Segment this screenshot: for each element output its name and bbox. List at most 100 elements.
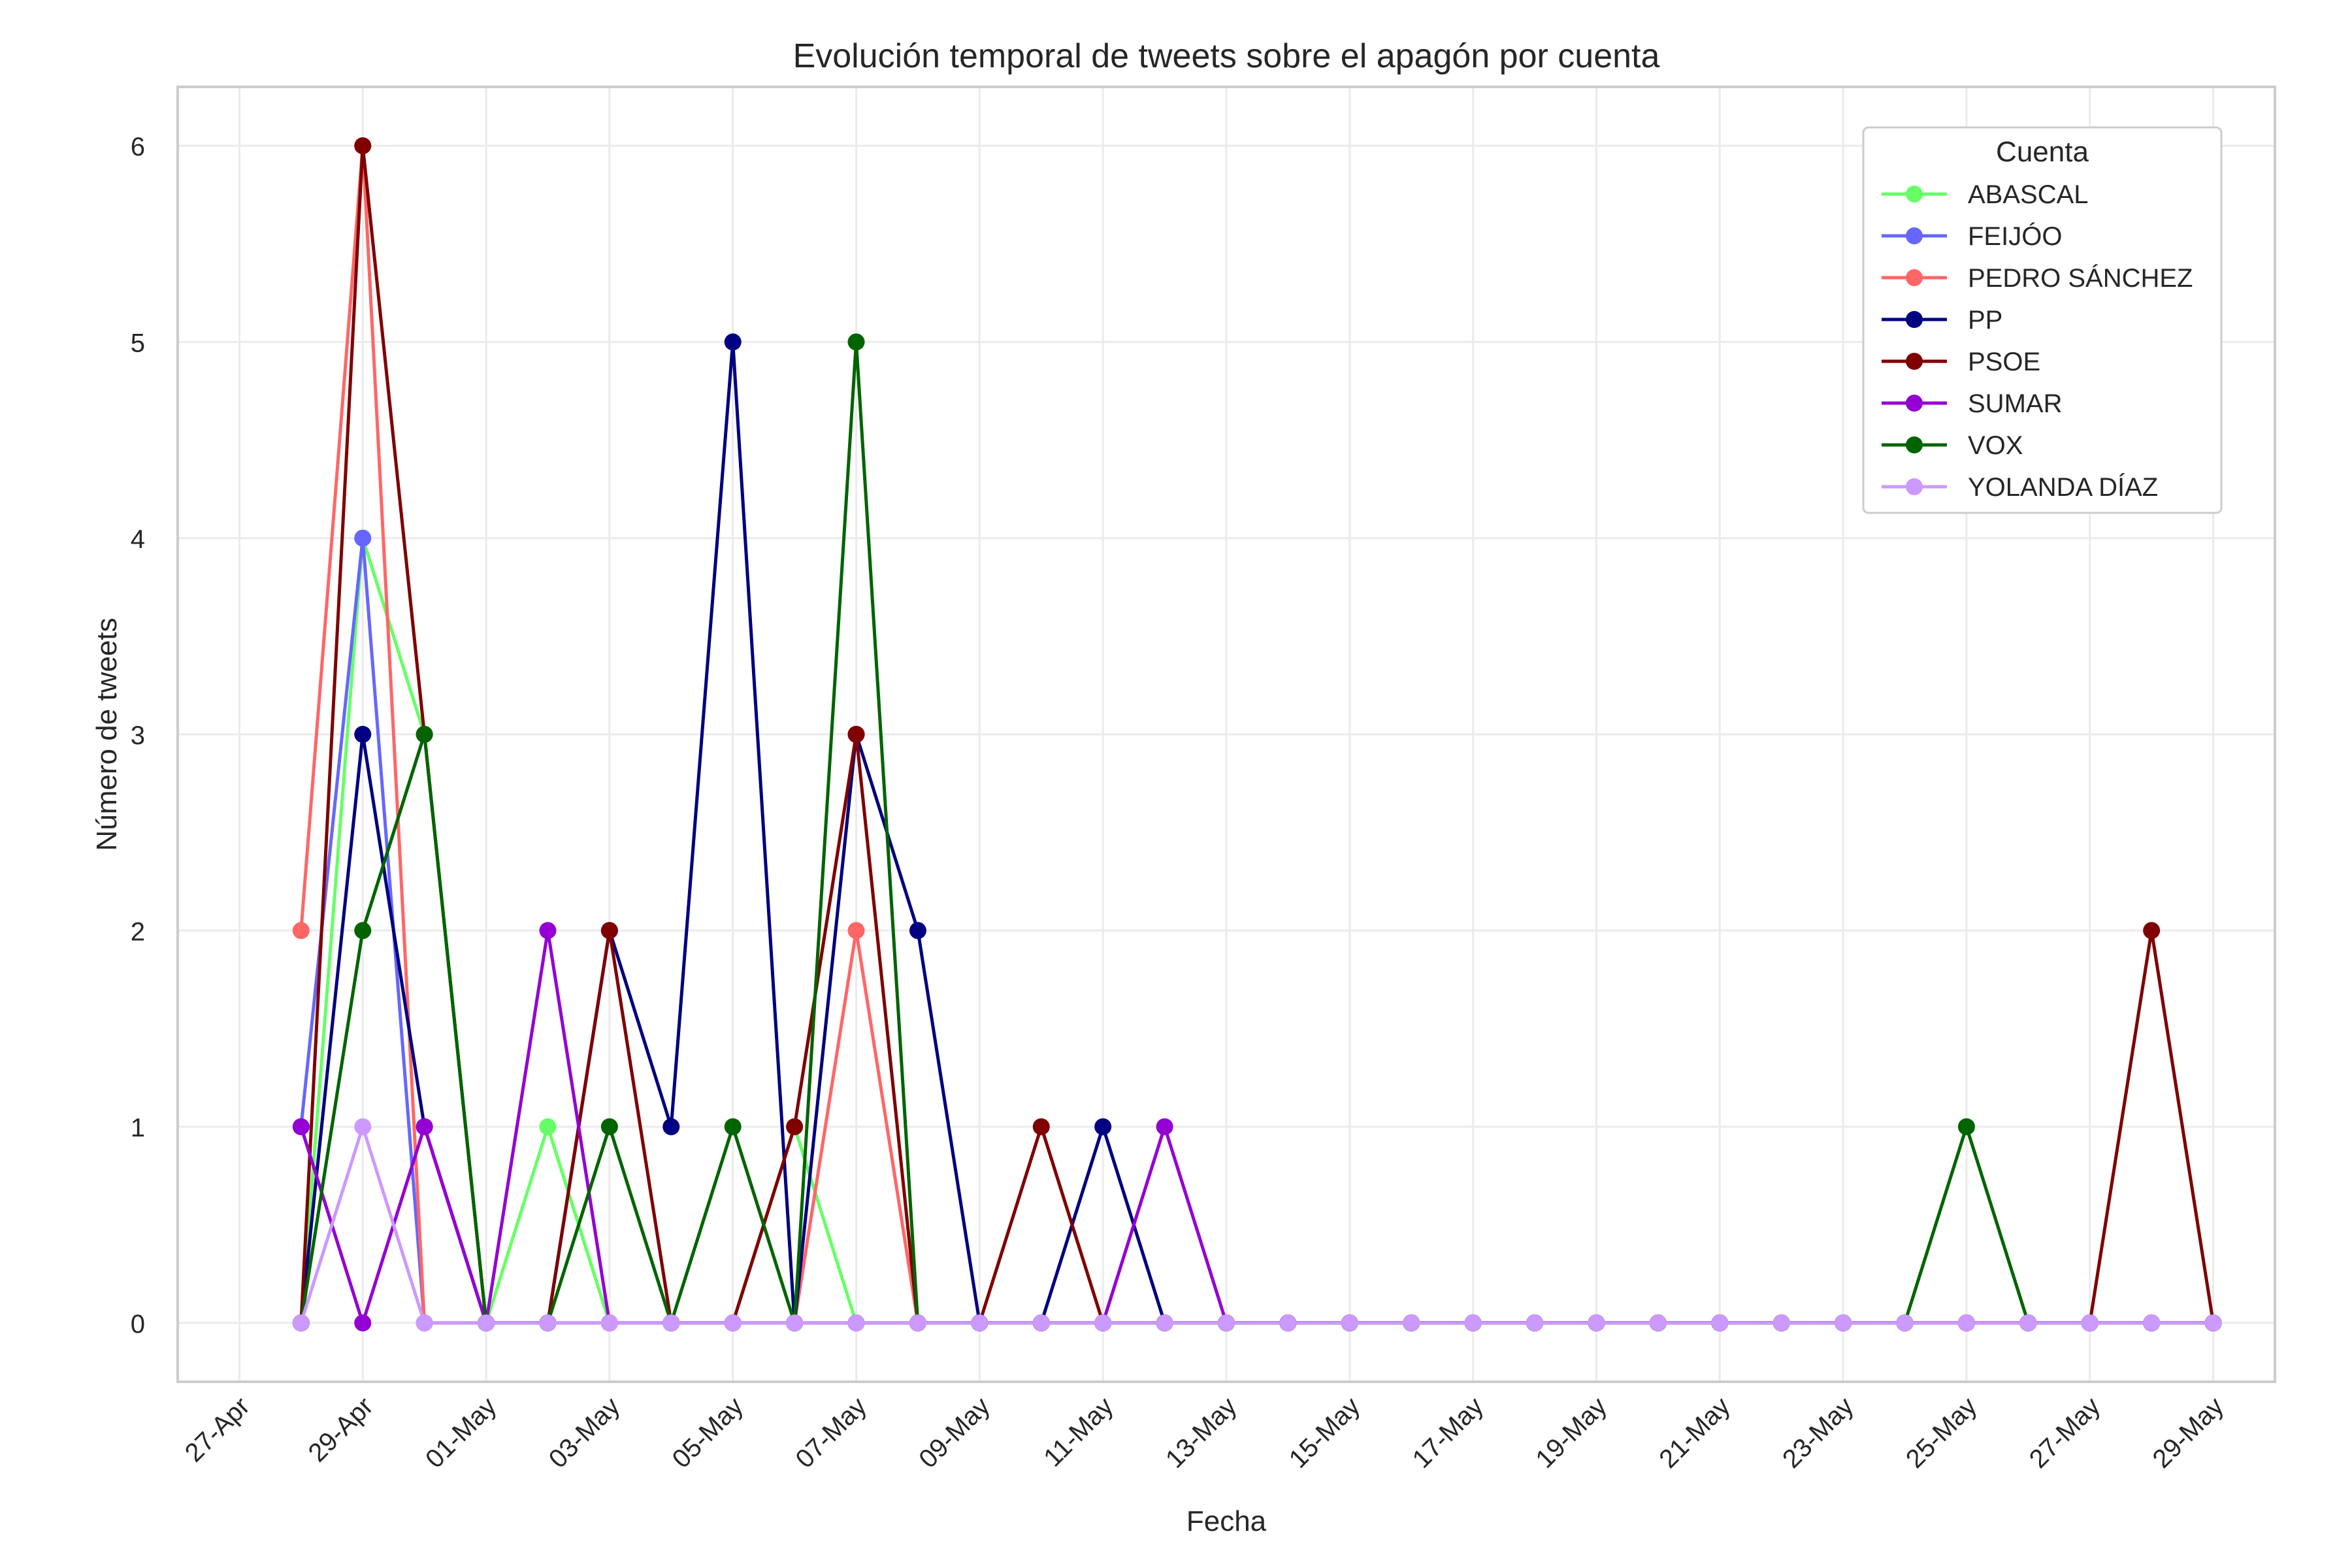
legend-item: PP xyxy=(1882,306,2002,335)
y-tick-label: 2 xyxy=(131,917,145,946)
data-point xyxy=(292,1118,310,1135)
data-point xyxy=(1772,1314,1790,1331)
y-axis-ticks: 0 1 2 3 4 5 6 xyxy=(131,133,145,1339)
data-point xyxy=(1588,1314,1605,1331)
data-point xyxy=(2143,1314,2161,1331)
data-point xyxy=(847,922,865,939)
data-point xyxy=(1957,1118,1975,1135)
data-point xyxy=(354,1118,372,1135)
legend-label: VOX xyxy=(1968,431,2023,460)
data-point xyxy=(600,922,618,939)
data-point xyxy=(354,1314,372,1331)
data-point xyxy=(662,1118,680,1135)
data-point xyxy=(478,1314,495,1331)
data-point xyxy=(847,1314,865,1331)
data-point xyxy=(909,1314,926,1331)
legend-swatch-marker xyxy=(1906,353,1923,370)
y-axis-label: Número de tweets xyxy=(91,617,123,851)
data-point xyxy=(292,922,310,939)
data-point xyxy=(724,1314,742,1331)
legend: Cuenta ABASCAL FEIJÓO PEDRO SÁNCHEZ PP PSOE S… xyxy=(1862,126,2223,514)
y-tick-label: 0 xyxy=(131,1310,145,1339)
data-point xyxy=(724,1118,742,1135)
legend-label: PSOE xyxy=(1968,348,2040,376)
data-point xyxy=(909,922,926,939)
data-point xyxy=(2019,1314,2037,1331)
legend-label: FEIJÓO xyxy=(1968,221,2062,251)
data-point xyxy=(600,1314,618,1331)
grid xyxy=(178,87,2275,1382)
data-point xyxy=(847,726,865,743)
data-point xyxy=(354,529,372,547)
plot-frame xyxy=(176,86,2276,1383)
data-point xyxy=(1156,1118,1173,1135)
data-point xyxy=(1032,1118,1050,1135)
legend-swatch-marker xyxy=(1906,269,1923,286)
data-point xyxy=(1094,1314,1112,1331)
legend-item: ABASCAL xyxy=(1882,180,2089,209)
data-point xyxy=(1464,1314,1482,1331)
legend-swatch-marker xyxy=(1906,311,1923,328)
data-point xyxy=(1711,1314,1729,1331)
y-tick-label: 3 xyxy=(131,721,145,750)
y-tick-label: 1 xyxy=(131,1114,145,1143)
data-point xyxy=(1032,1314,1050,1331)
legend-title: Cuenta xyxy=(1996,136,2089,168)
data-point xyxy=(786,1314,804,1331)
data-point xyxy=(2143,922,2161,939)
legend-item: PEDRO SÁNCHEZ xyxy=(1882,263,2193,293)
x-axis-label: Fecha xyxy=(1186,1505,1267,1537)
legend-item: FEIJÓO xyxy=(1882,221,2062,251)
legend-swatch-marker xyxy=(1906,227,1923,244)
data-point xyxy=(724,333,742,351)
legend-label: YOLANDA DÍAZ xyxy=(1968,472,2158,502)
data-point xyxy=(354,137,372,155)
data-point xyxy=(1957,1314,1975,1331)
data-point xyxy=(1156,1314,1173,1331)
data-point xyxy=(1835,1314,1852,1331)
legend-box xyxy=(1862,126,2223,514)
legend-item: SUMAR xyxy=(1882,389,2062,418)
series-line xyxy=(299,1125,2213,1325)
data-point xyxy=(971,1314,988,1331)
legend-swatch-marker xyxy=(1906,395,1923,412)
data-point xyxy=(1094,1118,1112,1135)
data-point xyxy=(416,1118,433,1135)
data-point xyxy=(2204,1314,2222,1331)
data-point xyxy=(1649,1314,1667,1331)
y-tick-label: 5 xyxy=(131,329,145,357)
chart-title: Evolución temporal de tweets sobre el ap… xyxy=(793,37,1660,75)
legend-item: VOX xyxy=(1882,431,2023,460)
legend-label: SUMAR xyxy=(1968,389,2062,418)
legend-label: PEDRO SÁNCHEZ xyxy=(1968,263,2193,293)
legend-item: YOLANDA DÍAZ xyxy=(1882,472,2158,502)
data-point xyxy=(292,1314,310,1331)
data-point xyxy=(1896,1314,1914,1331)
data-point xyxy=(847,333,865,351)
series-yolanda-d-az xyxy=(292,1118,2222,1331)
data-point xyxy=(786,1118,804,1135)
data-point xyxy=(662,1314,680,1331)
data-point xyxy=(1341,1314,1358,1331)
data-point xyxy=(2081,1314,2099,1331)
legend-item: PSOE xyxy=(1882,348,2040,376)
data-point xyxy=(416,726,433,743)
legend-swatch-marker xyxy=(1906,186,1923,203)
data-point xyxy=(1403,1314,1420,1331)
legend-label: ABASCAL xyxy=(1968,180,2089,209)
legend-label: PP xyxy=(1968,306,2002,335)
data-point xyxy=(1526,1314,1544,1331)
data-point xyxy=(354,726,372,743)
y-tick-label: 6 xyxy=(131,133,145,161)
data-point xyxy=(600,1118,618,1135)
data-point xyxy=(1218,1314,1235,1331)
legend-swatch-marker xyxy=(1906,436,1923,453)
data-point xyxy=(416,1314,433,1331)
data-point xyxy=(354,922,372,939)
data-point xyxy=(539,922,557,939)
legend-items: ABASCAL FEIJÓO PEDRO SÁNCHEZ PP PSOE SUMAR VOX… xyxy=(1882,180,2193,502)
y-tick-label: 4 xyxy=(131,525,145,554)
data-point xyxy=(539,1118,557,1135)
data-point xyxy=(539,1314,557,1331)
